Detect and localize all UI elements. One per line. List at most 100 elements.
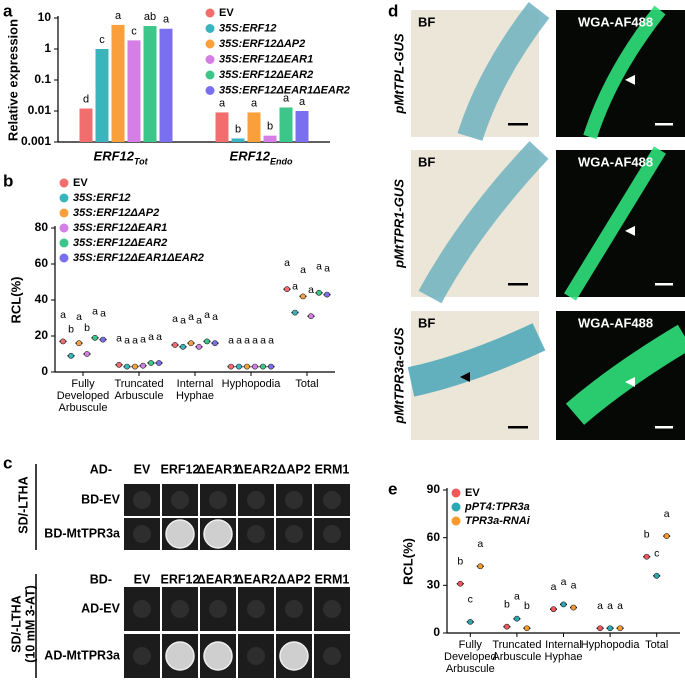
- mean-dot: [643, 553, 650, 560]
- construct-label: pMtTPR3a-GUS: [391, 327, 406, 424]
- legend-label: 35S:ERF12ΔEAR1: [73, 222, 167, 234]
- y-axis-title: RCL(%): [8, 277, 23, 324]
- x-tick-label: Total: [645, 639, 669, 651]
- significance-letter: b: [68, 324, 74, 336]
- yeast-spot: [171, 491, 189, 509]
- column-label: EV: [134, 462, 151, 476]
- significance-letter: a: [571, 579, 577, 591]
- mean-dot: [503, 623, 510, 630]
- legend-label: EV: [465, 487, 480, 499]
- legend-swatch: [59, 223, 69, 233]
- significance-letter: a: [316, 261, 322, 273]
- mean-dot: [60, 338, 66, 345]
- x-tick-label: Truncated Arbuscule: [114, 378, 164, 402]
- bar: [127, 40, 141, 142]
- x-tick-label: Hyphopodia: [221, 378, 281, 390]
- bar: [247, 112, 261, 142]
- y-tick-label: 0: [41, 364, 48, 378]
- column-label: ΔAP2: [277, 462, 310, 476]
- bar: [231, 138, 245, 142]
- arrowhead: [625, 376, 635, 387]
- mean-dot: [116, 361, 122, 368]
- legend-label: EV: [73, 177, 88, 189]
- mean-dot: [124, 363, 130, 370]
- significance-letter: b: [235, 123, 241, 135]
- y-axis-title: Relative expression: [5, 19, 20, 141]
- legend-swatch: [59, 178, 69, 188]
- y-tick-label: 1: [44, 41, 51, 55]
- mean-dot: [212, 340, 218, 347]
- significance-letter: a: [300, 264, 306, 276]
- significance-letter: a: [561, 576, 567, 588]
- significance-letter: a: [244, 334, 250, 346]
- significance-letter: a: [260, 334, 266, 346]
- significance-letter: a: [308, 284, 314, 296]
- mean-dot: [236, 363, 242, 370]
- significance-letter: a: [228, 334, 234, 346]
- mean-dot: [570, 604, 577, 611]
- column-label: ERM1: [315, 462, 350, 476]
- image-label: WGA-AF488: [578, 154, 653, 169]
- legend-swatch: [205, 55, 215, 64]
- legend-label: 35S:ERF12ΔEAR1ΔEAR2: [219, 84, 350, 96]
- mean-dot: [308, 313, 314, 320]
- significance-letter: a: [597, 600, 603, 612]
- column-label: ΔEAR2: [235, 572, 277, 586]
- y-tick-label: 30: [427, 578, 441, 592]
- yeast-spot: [171, 600, 189, 618]
- mean-dot: [76, 340, 82, 347]
- legend-swatch: [451, 488, 461, 498]
- mean-dot: [607, 625, 613, 632]
- mean-dot: [477, 563, 484, 570]
- significance-letter: a: [196, 315, 202, 327]
- yeast-colony: [203, 641, 233, 671]
- significance-letter: a: [664, 508, 670, 520]
- yeast-spot: [133, 647, 151, 665]
- significance-letter: a: [76, 311, 82, 323]
- column-label: ΔAP2: [277, 572, 310, 586]
- legend-swatch: [451, 502, 461, 512]
- legend-swatch: [205, 70, 215, 80]
- mean-dot: [268, 363, 274, 370]
- significance-letter: a: [283, 92, 290, 104]
- column-label: ERF12: [161, 462, 200, 476]
- arrowhead: [460, 371, 470, 382]
- panel-label: d: [388, 1, 398, 20]
- mean-dot: [560, 601, 567, 608]
- x-tick-label: ERF12: [230, 148, 271, 163]
- legend-swatch: [205, 86, 215, 95]
- yeast-spot: [323, 647, 341, 665]
- y-tick-label: 0.001: [21, 134, 51, 148]
- significance-letter: a: [212, 311, 218, 323]
- y-tick-label: 60: [427, 530, 441, 544]
- legend-label: EV: [219, 7, 234, 19]
- y-tick-label: 90: [427, 482, 441, 496]
- x-tick-label: Internal Hyphae: [176, 378, 214, 402]
- medium-label: SD/-LTHA: [16, 476, 30, 533]
- bar: [295, 111, 309, 142]
- column-label: ERM1: [315, 572, 350, 586]
- fungal-signal: [583, 5, 666, 140]
- y-tick-label: 0: [433, 625, 440, 639]
- image-label: WGA-AF488: [578, 14, 653, 29]
- image-label: BF: [418, 14, 435, 29]
- mean-dot: [292, 309, 298, 316]
- significance-letter: a: [324, 262, 330, 274]
- mean-dot: [284, 286, 290, 293]
- x-tick-label: Hyphopodia: [580, 639, 640, 651]
- mean-dot: [204, 338, 210, 345]
- yeast-spot: [209, 600, 227, 618]
- column-label: ERF12: [161, 572, 200, 586]
- yeast-spot: [323, 491, 341, 509]
- bar: [159, 28, 173, 142]
- significance-letter: a: [292, 280, 298, 292]
- significance-letter: a: [188, 311, 194, 323]
- row-label: AD-EV: [81, 601, 121, 615]
- y-tick-label: 60: [35, 256, 49, 270]
- panel-label: c: [3, 453, 12, 472]
- root-stain: [418, 141, 549, 304]
- significance-letter: a: [163, 14, 170, 26]
- image-label: BF: [418, 315, 435, 330]
- yeast-colony: [203, 519, 233, 549]
- legend-swatch: [451, 516, 461, 526]
